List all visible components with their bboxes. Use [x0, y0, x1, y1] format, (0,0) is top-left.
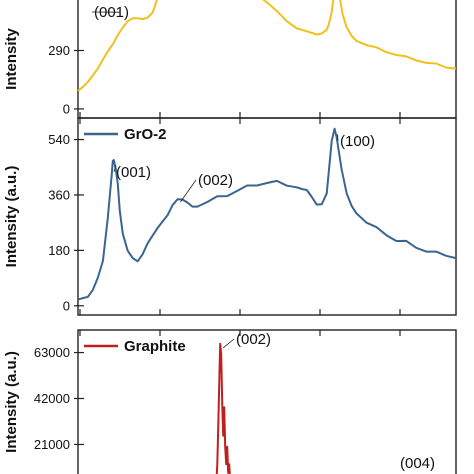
peak-label: (004)	[400, 455, 435, 472]
y-tick-label: 63000	[34, 345, 70, 360]
panel-1: 0290580Intensity(001)	[3, 0, 457, 119]
series-line	[77, 0, 457, 92]
y-tick-label: 540	[48, 132, 70, 147]
y-tick-label: 42000	[34, 391, 70, 406]
series-line	[77, 127, 457, 301]
y-tick-label: 0	[63, 298, 70, 313]
legend-label: Graphite	[124, 338, 186, 355]
peak-label: (001)	[116, 164, 151, 181]
peak-leader	[180, 179, 197, 203]
plot-frame	[77, 117, 457, 316]
peak-leader	[113, 164, 117, 173]
peak-label: (002)	[236, 331, 271, 348]
plot-frame	[77, 329, 457, 474]
series-line	[215, 342, 231, 474]
y-tick-label: 0	[63, 101, 70, 116]
y-axis-label: Intensity	[3, 28, 20, 90]
panel-3: 21000 42000 63000 Intensity (a.u.) Graphite (…	[3, 329, 457, 474]
y-tick-label: 360	[48, 187, 70, 202]
peak-label: (100)	[340, 133, 375, 150]
y-tick-label: 290	[48, 43, 70, 58]
peak-label: (002)	[198, 172, 233, 189]
y-tick-label: 180	[48, 243, 70, 258]
legend-label: GrO-2	[124, 126, 167, 143]
y-axis-label: Intensity (a.u.)	[3, 351, 20, 453]
y-axis-label: Intensity (a.u.)	[3, 166, 20, 268]
y-tick-label: 21000	[34, 437, 70, 452]
panel-2: 0 180 360 540 Intensity (a.u.) GrO-2 (001) (002…	[3, 117, 457, 316]
peak-leader	[222, 338, 235, 349]
